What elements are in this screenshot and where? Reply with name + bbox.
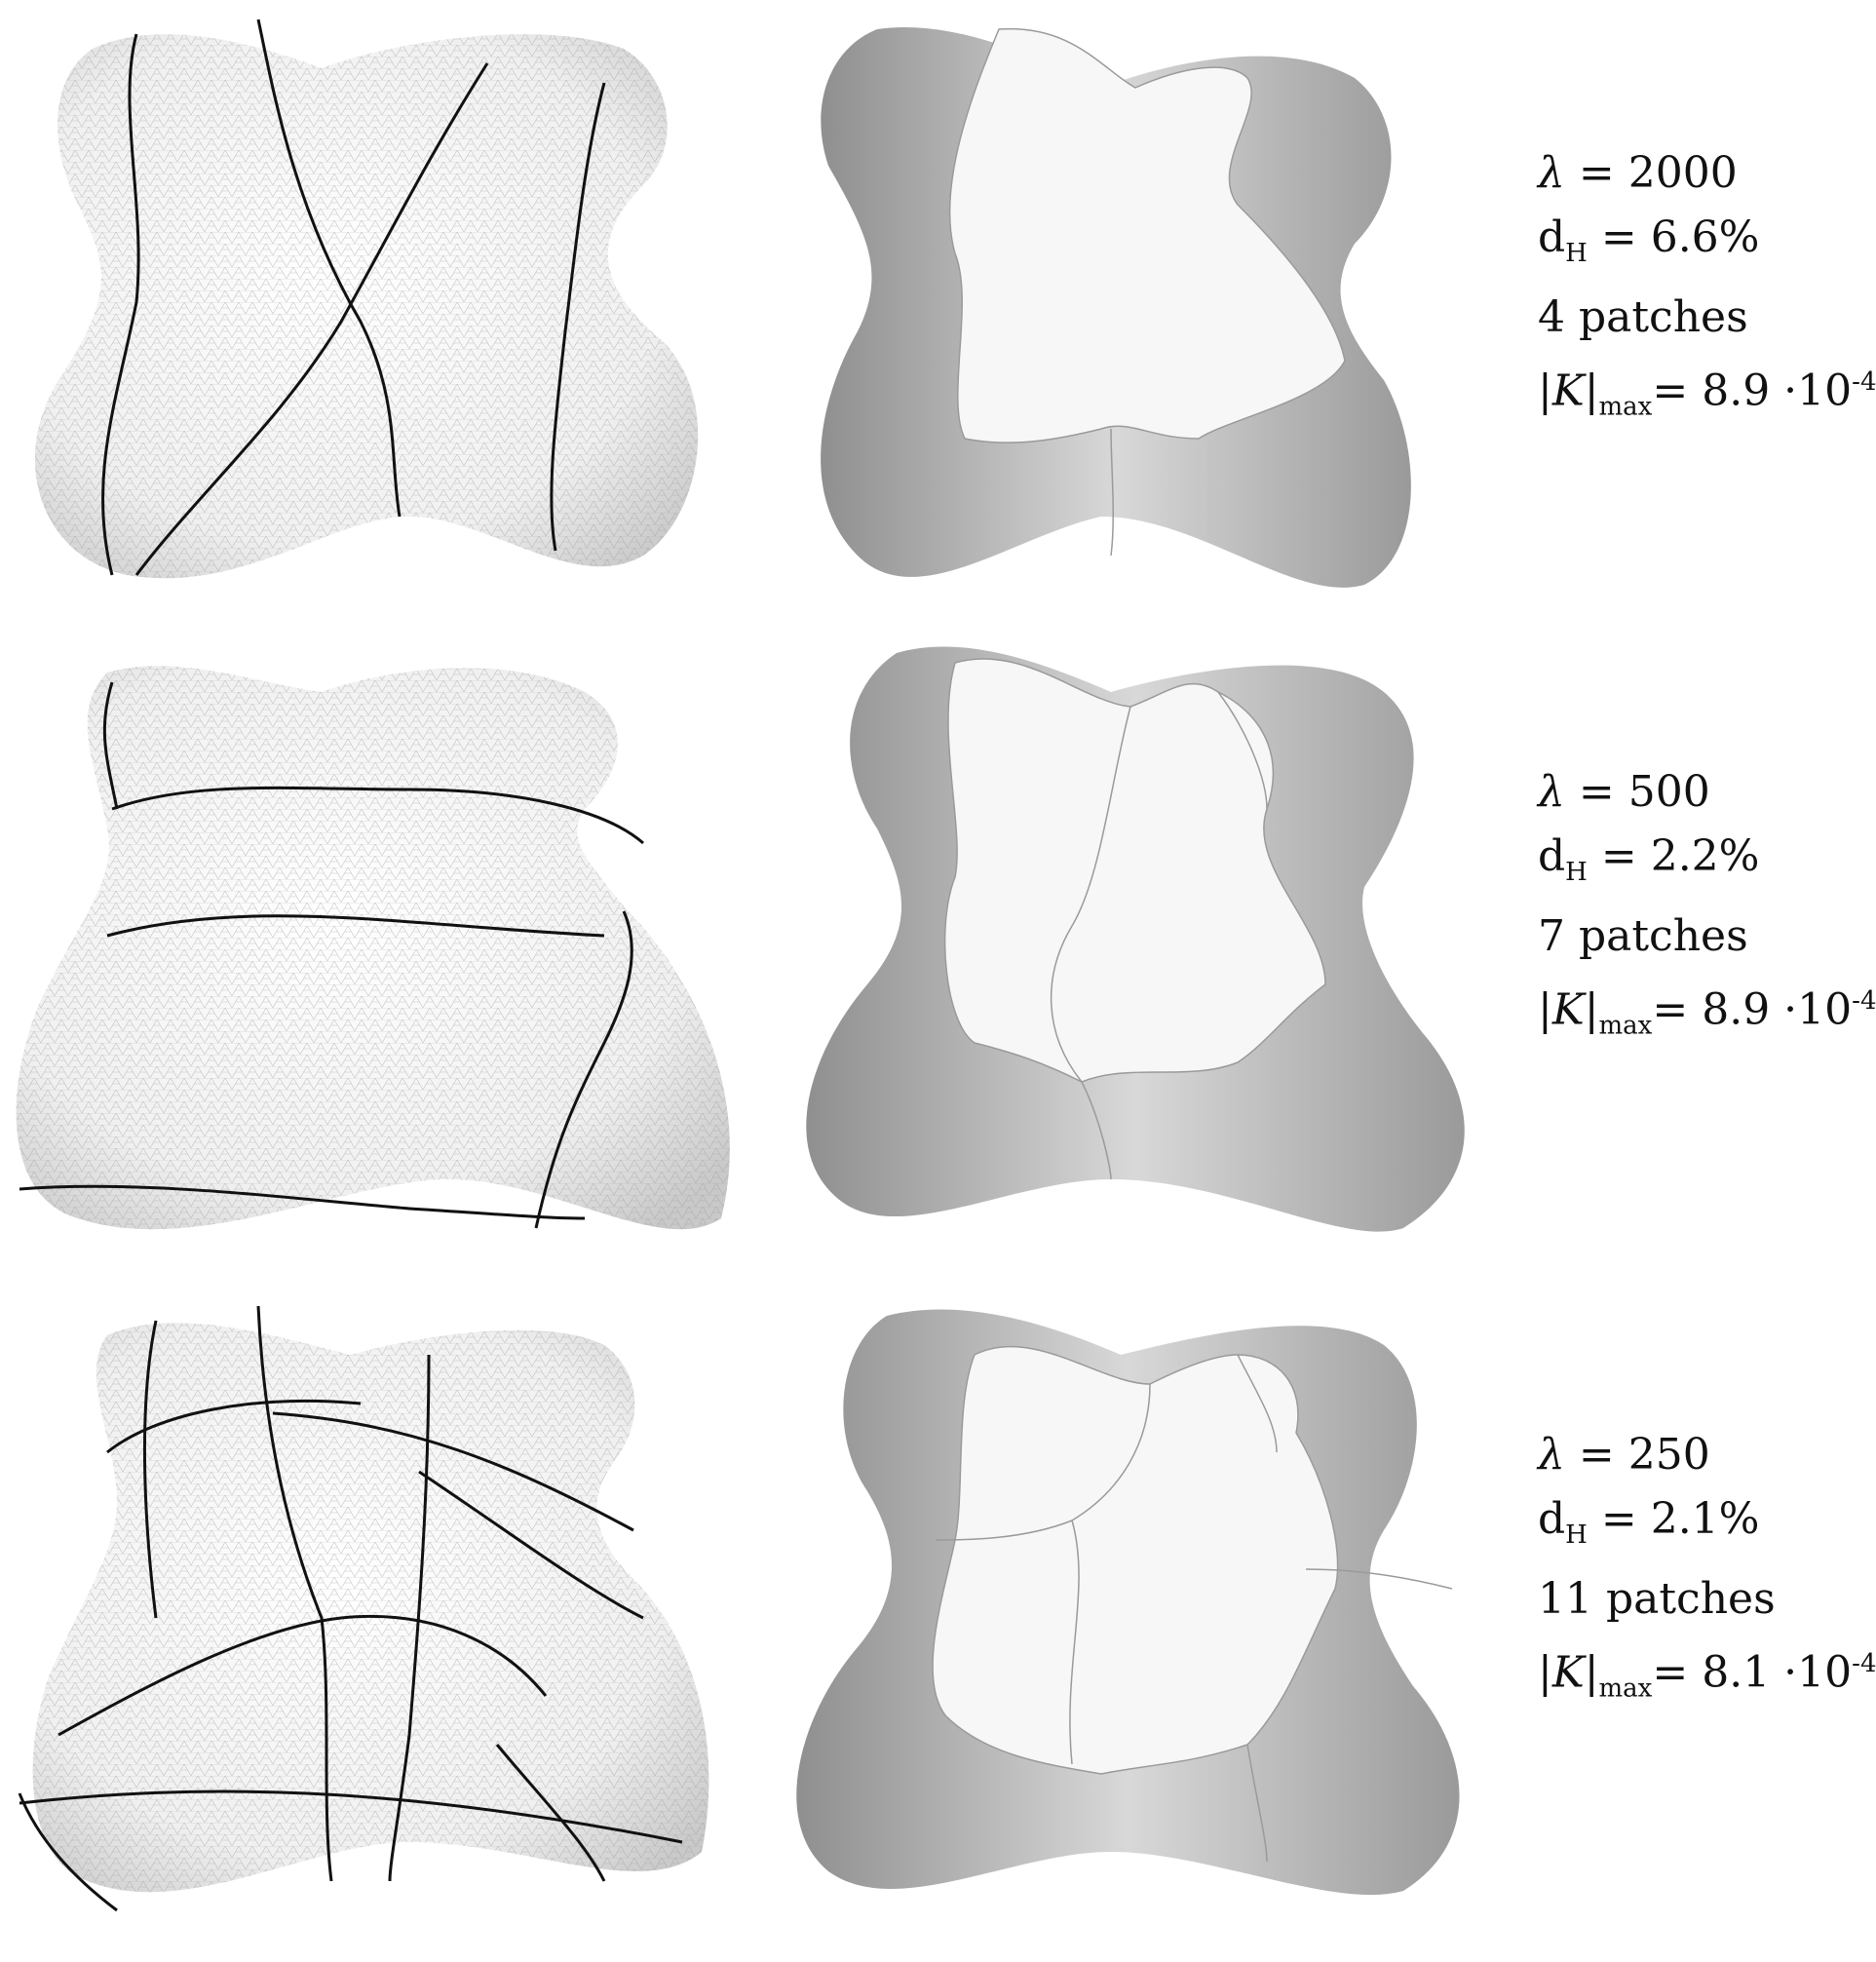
patch-view [821, 27, 1411, 588]
kmax-line: |K|max= 8.9 ·10-4 [1538, 350, 1876, 439]
cut-curves [18, 1305, 683, 1912]
lambda-value: 2000 [1627, 148, 1738, 198]
k-equals: = [1652, 984, 1703, 1035]
lambda-symbol: λ [1538, 148, 1565, 198]
equals: = [1564, 148, 1628, 198]
lambda-line: λ = 2000 [1538, 141, 1869, 206]
k-sub: max [1598, 392, 1653, 422]
d-symbol: d [1538, 1494, 1566, 1544]
k-equals: = [1652, 365, 1703, 416]
lambda-line: λ = 250 [1538, 1423, 1869, 1487]
k-value: 8.9 ·10 [1702, 365, 1853, 416]
dh-line: dH = 6.6% [1538, 206, 1869, 286]
kmax-line: |K|max= 8.1 ·10-4 [1538, 1632, 1876, 1720]
k-prefix: |K| [1538, 1647, 1599, 1698]
k-prefix: |K| [1538, 365, 1599, 416]
d-sub: H [1565, 1520, 1588, 1550]
k-equals: = [1652, 1647, 1703, 1698]
k-exponent: -4 [1852, 366, 1876, 397]
patches-line: 4 patches [1538, 291, 1748, 342]
lambda-value: 250 [1627, 1430, 1710, 1480]
triangle-mesh-view [34, 19, 699, 579]
dh-value: 2.1% [1650, 1494, 1760, 1544]
k-prefix: |K| [1538, 984, 1599, 1035]
k-sub: max [1598, 1673, 1653, 1704]
patch-main [943, 658, 1326, 1083]
cut-curves [19, 681, 644, 1229]
stats-block: λ = 2000 dH = 6.6% 4 patches |K|max= 8.9… [1538, 141, 1876, 439]
triangle-mesh-view [16, 666, 730, 1230]
k-value: 8.1 ·10 [1702, 1647, 1853, 1698]
lambda-symbol: λ [1538, 1430, 1565, 1480]
figure-row-2: λ = 500 dH = 2.2% 7 patches |K|max= 8.9 … [0, 634, 1876, 1257]
lambda-symbol: λ [1538, 767, 1565, 817]
lambda-line: λ = 500 [1538, 760, 1869, 825]
k-exponent: -4 [1852, 1648, 1876, 1678]
patch-view [806, 646, 1465, 1232]
cut-curves [101, 19, 606, 576]
d-symbol: d [1538, 212, 1566, 262]
equals: = [1587, 831, 1651, 881]
equals: = [1564, 1430, 1628, 1480]
k-value: 8.9 ·10 [1702, 984, 1853, 1035]
d-sub: H [1565, 857, 1588, 887]
patch-main [932, 1345, 1339, 1775]
dh-line: dH = 2.2% [1538, 825, 1869, 904]
patches-line: 7 patches [1538, 910, 1748, 961]
equals: = [1587, 1494, 1651, 1544]
figure-row-1: λ = 2000 dH = 6.6% 4 patches |K|max= 8.9… [0, 10, 1876, 634]
figure-row-3: λ = 250 dH = 2.1% 11 patches |K|max= 8.1… [0, 1296, 1876, 1920]
stats-block: λ = 500 dH = 2.2% 7 patches |K|max= 8.9 … [1538, 760, 1876, 1058]
lambda-value: 500 [1627, 767, 1710, 817]
dh-line: dH = 2.1% [1538, 1487, 1869, 1567]
d-symbol: d [1538, 831, 1566, 881]
patches-line: 11 patches [1538, 1573, 1776, 1624]
triangle-mesh-view [18, 1305, 709, 1912]
equals: = [1587, 212, 1651, 262]
k-exponent: -4 [1852, 985, 1876, 1016]
patch-view [796, 1309, 1460, 1896]
dh-value: 6.6% [1650, 212, 1760, 262]
kmax-line: |K|max= 8.9 ·10-4 [1538, 969, 1876, 1058]
patch-main [948, 27, 1346, 443]
k-sub: max [1598, 1011, 1653, 1041]
dh-value: 2.2% [1650, 831, 1760, 881]
d-sub: H [1565, 238, 1588, 268]
equals: = [1564, 767, 1628, 817]
stats-block: λ = 250 dH = 2.1% 11 patches |K|max= 8.1… [1538, 1423, 1876, 1720]
